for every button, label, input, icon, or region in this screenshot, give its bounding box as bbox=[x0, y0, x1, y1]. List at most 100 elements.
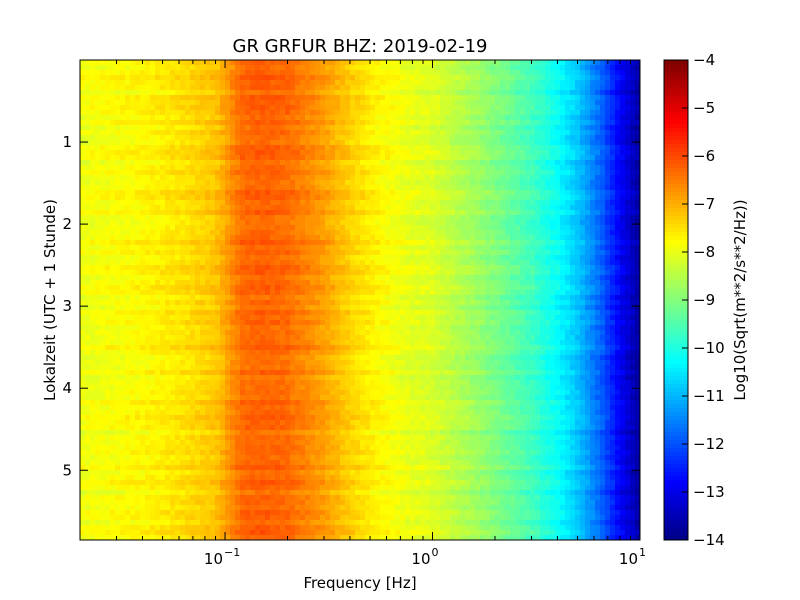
heatmap-cell bbox=[360, 195, 366, 201]
heatmap-cell bbox=[225, 65, 231, 71]
heatmap-cell bbox=[350, 100, 356, 106]
heatmap-cell bbox=[205, 255, 211, 261]
heatmap-cell bbox=[395, 170, 401, 176]
heatmap-cell bbox=[115, 255, 121, 261]
heatmap-cell bbox=[145, 60, 151, 66]
heatmap-cell bbox=[230, 220, 236, 226]
heatmap-cell bbox=[370, 95, 376, 101]
heatmap-cell bbox=[380, 210, 386, 216]
heatmap-cell bbox=[560, 200, 566, 206]
heatmap-cell bbox=[180, 195, 186, 201]
heatmap-cell bbox=[550, 110, 556, 116]
heatmap-cell bbox=[395, 80, 401, 86]
heatmap-cell bbox=[215, 70, 221, 76]
heatmap-cell bbox=[145, 195, 151, 201]
heatmap-cell bbox=[355, 245, 361, 251]
heatmap-cell bbox=[220, 255, 226, 261]
heatmap-cell bbox=[140, 230, 146, 236]
heatmap-cell bbox=[625, 245, 631, 251]
heatmap-cell bbox=[310, 205, 316, 211]
heatmap-cell bbox=[370, 245, 376, 251]
heatmap-cell bbox=[120, 100, 126, 106]
heatmap-cell bbox=[475, 65, 481, 71]
heatmap-cell bbox=[585, 155, 591, 161]
heatmap-cell bbox=[415, 200, 421, 206]
heatmap-cell bbox=[190, 180, 196, 186]
heatmap-cell bbox=[545, 160, 551, 166]
heatmap-cell bbox=[210, 115, 216, 121]
heatmap-cell bbox=[125, 165, 131, 171]
heatmap-cell bbox=[390, 140, 396, 146]
heatmap-cell bbox=[615, 150, 621, 156]
heatmap-cell bbox=[440, 170, 446, 176]
heatmap-cell bbox=[470, 170, 476, 176]
heatmap-cell bbox=[225, 90, 231, 96]
heatmap-cell bbox=[235, 215, 241, 221]
heatmap-cell bbox=[325, 245, 331, 251]
heatmap-cell bbox=[430, 185, 436, 191]
heatmap-cell bbox=[195, 85, 201, 91]
heatmap-cell bbox=[170, 95, 176, 101]
heatmap-cell bbox=[215, 220, 221, 226]
heatmap-cell bbox=[455, 170, 461, 176]
heatmap-cell bbox=[340, 265, 346, 271]
heatmap-cell bbox=[430, 165, 436, 171]
heatmap-cell bbox=[425, 145, 431, 151]
heatmap-cell bbox=[575, 260, 581, 266]
heatmap-cell bbox=[605, 180, 611, 186]
heatmap-cell bbox=[485, 240, 491, 246]
heatmap-cell bbox=[360, 225, 366, 231]
heatmap-cell bbox=[215, 255, 221, 261]
heatmap-cell bbox=[455, 100, 461, 106]
heatmap-cell bbox=[260, 235, 266, 241]
heatmap-cell bbox=[455, 275, 461, 281]
heatmap-cell bbox=[140, 180, 146, 186]
heatmap-cell bbox=[115, 150, 121, 156]
heatmap-cell bbox=[295, 70, 301, 76]
heatmap-cell bbox=[145, 170, 151, 176]
heatmap-cell bbox=[310, 75, 316, 81]
heatmap-cell bbox=[165, 280, 171, 286]
heatmap-cell bbox=[525, 150, 531, 156]
heatmap-cell bbox=[140, 155, 146, 161]
heatmap-cell bbox=[190, 150, 196, 156]
heatmap-cell bbox=[300, 145, 306, 151]
heatmap-cell bbox=[350, 150, 356, 156]
heatmap-cell bbox=[235, 120, 241, 126]
heatmap-cell bbox=[575, 70, 581, 76]
heatmap-cell bbox=[180, 265, 186, 271]
heatmap-cell bbox=[120, 130, 126, 136]
heatmap-cell bbox=[160, 150, 166, 156]
heatmap-cell bbox=[260, 120, 266, 126]
heatmap-cell bbox=[630, 130, 636, 136]
spectrogram-heatmap bbox=[80, 60, 641, 541]
heatmap-cell bbox=[360, 235, 366, 241]
heatmap-cell bbox=[550, 135, 556, 141]
heatmap-cell bbox=[530, 270, 536, 276]
heatmap-cell bbox=[535, 130, 541, 136]
heatmap-cell bbox=[130, 255, 136, 261]
heatmap-cell bbox=[485, 145, 491, 151]
heatmap-cell bbox=[590, 145, 596, 151]
heatmap-cell bbox=[340, 165, 346, 171]
heatmap-cell bbox=[160, 190, 166, 196]
heatmap-cell bbox=[465, 140, 471, 146]
heatmap-cell bbox=[100, 85, 106, 91]
heatmap-cell bbox=[100, 80, 106, 86]
heatmap-cell bbox=[330, 275, 336, 281]
heatmap-cell bbox=[320, 115, 326, 121]
heatmap-cell bbox=[580, 180, 586, 186]
heatmap-cell bbox=[290, 255, 296, 261]
heatmap-cell bbox=[520, 150, 526, 156]
heatmap-cell bbox=[435, 115, 441, 121]
heatmap-cell bbox=[530, 235, 536, 241]
heatmap-cell bbox=[305, 125, 311, 131]
heatmap-cell bbox=[355, 160, 361, 166]
heatmap-cell bbox=[250, 95, 256, 101]
heatmap-cell bbox=[560, 185, 566, 191]
heatmap-cell bbox=[125, 70, 131, 76]
heatmap-cell bbox=[220, 100, 226, 106]
heatmap-cell bbox=[465, 225, 471, 231]
heatmap-cell bbox=[600, 255, 606, 261]
heatmap-cell bbox=[260, 200, 266, 206]
